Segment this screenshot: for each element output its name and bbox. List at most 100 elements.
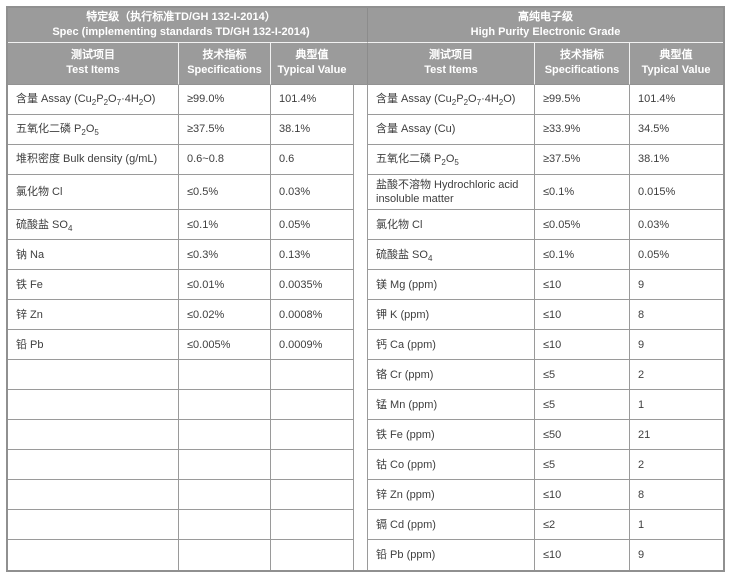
spec-cell: ≤0.1% — [535, 174, 630, 211]
typical-value-cell — [271, 360, 354, 391]
table-row: 铁 Fe (ppm) ≤50 21 — [8, 420, 724, 451]
typical-value-cell: 101.4% — [630, 84, 724, 115]
typical-value-cell — [271, 510, 354, 541]
spec-cell: ≥33.9% — [535, 114, 630, 145]
typical-value-cell: 0.03% — [630, 210, 724, 241]
test-item-cell: 铅 Pb (ppm) — [368, 540, 535, 571]
spec-cell: ≤10 — [535, 270, 630, 301]
table-row: 锰 Mn (ppm) ≤5 1 — [8, 390, 724, 421]
typical-value-cell: 9 — [630, 270, 724, 301]
test-item-cell: 硫酸盐 SO4 — [368, 240, 535, 271]
column-header-test-items: 测试项目 Test Items — [8, 42, 179, 85]
spec-cell: ≤2 — [535, 510, 630, 541]
spec-table: 特定级（执行标准TD/GH 132-I-2014） Spec (implemen… — [6, 6, 726, 572]
column-header-test-items: 测试项目 Test Items — [368, 42, 535, 85]
spec-cell — [179, 510, 271, 541]
test-item-cell: 铁 Fe — [8, 270, 179, 301]
section-divider — [354, 144, 368, 175]
typical-value-cell — [271, 450, 354, 481]
test-item-cell: 钠 Na — [8, 240, 179, 271]
section-divider — [354, 174, 368, 211]
table-row: 氯化物 Cl ≤0.5% 0.03% 盐酸不溶物 Hydrochloric acid … — [8, 174, 724, 211]
column-header-typical-value: 典型值 Typical Value — [271, 42, 354, 85]
test-item-cell: 锌 Zn — [8, 300, 179, 331]
section-title-zh: 高纯电子级 — [518, 11, 574, 23]
typical-value-cell: 1 — [630, 510, 724, 541]
test-item-cell — [8, 420, 179, 451]
spec-cell: ≤0.3% — [179, 240, 271, 271]
spec-cell — [179, 420, 271, 451]
test-item-cell: 含量 Assay (Cu) — [368, 114, 535, 145]
typical-value-cell: 21 — [630, 420, 724, 451]
section-title-spec-grade: 特定级（执行标准TD/GH 132-I-2014） Spec (implemen… — [8, 8, 354, 43]
typical-value-cell: 2 — [630, 360, 724, 391]
section-divider — [354, 540, 368, 571]
table-row: 硫酸盐 SO4 ≤0.1% 0.05% 氯化物 Cl ≤0.05% 0.03% — [8, 210, 724, 241]
test-item-cell: 钙 Ca (ppm) — [368, 330, 535, 361]
typical-value-cell: 0.05% — [630, 240, 724, 271]
spec-cell: ≤10 — [535, 540, 630, 571]
table-row: 铬 Cr (ppm) ≤5 2 — [8, 360, 724, 391]
spec-cell: ≤0.005% — [179, 330, 271, 361]
spec-cell: ≤10 — [535, 330, 630, 361]
typical-value-cell: 0.6 — [271, 144, 354, 175]
test-item-cell: 钴 Co (ppm) — [368, 450, 535, 481]
spec-cell: ≥37.5% — [179, 114, 271, 145]
spec-cell: ≤0.1% — [535, 240, 630, 271]
section-title-zh: 特定级（执行标准TD/GH 132-I-2014） — [86, 11, 276, 23]
test-item-cell — [8, 540, 179, 571]
section-divider — [354, 300, 368, 331]
test-item-cell — [8, 480, 179, 511]
spec-cell — [179, 540, 271, 571]
test-item-cell: 铅 Pb — [8, 330, 179, 361]
column-header-row: 测试项目 Test Items 技术指标 Specifications 典型值 … — [8, 42, 724, 85]
section-divider — [354, 360, 368, 391]
test-item-cell — [8, 390, 179, 421]
typical-value-cell — [271, 390, 354, 421]
section-divider — [354, 114, 368, 145]
typical-value-cell: 8 — [630, 480, 724, 511]
spec-cell: ≥37.5% — [535, 144, 630, 175]
spec-cell: ≤50 — [535, 420, 630, 451]
section-divider — [354, 42, 368, 85]
test-item-cell: 堆积密度 Bulk density (g/mL) — [8, 144, 179, 175]
spec-cell — [179, 390, 271, 421]
spec-cell: ≤5 — [535, 450, 630, 481]
test-item-cell: 铬 Cr (ppm) — [368, 360, 535, 391]
table-row: 锌 Zn ≤0.02% 0.0008% 钾 K (ppm) ≤10 8 — [8, 300, 724, 331]
typical-value-cell: 0.015% — [630, 174, 724, 211]
typical-value-cell — [271, 420, 354, 451]
section-divider — [354, 84, 368, 115]
test-item-cell: 氯化物 Cl — [368, 210, 535, 241]
typical-value-cell: 8 — [630, 300, 724, 331]
test-item-cell: 镉 Cd (ppm) — [368, 510, 535, 541]
table-row: 五氧化二磷 P2O5 ≥37.5% 38.1% 含量 Assay (Cu) ≥33.9%… — [8, 114, 724, 145]
test-item-cell — [8, 360, 179, 391]
column-header-typical-value: 典型值 Typical Value — [630, 42, 724, 85]
section-title-high-purity-grade: 高纯电子级 High Purity Electronic Grade — [368, 8, 724, 43]
spec-cell — [179, 450, 271, 481]
section-title-en: High Purity Electronic Grade — [470, 25, 621, 38]
section-divider — [354, 510, 368, 541]
column-header-specifications: 技术指标 Specifications — [179, 42, 271, 85]
column-header-specifications: 技术指标 Specifications — [535, 42, 630, 85]
typical-value-cell: 9 — [630, 540, 724, 571]
table-row: 铅 Pb ≤0.005% 0.0009% 钙 Ca (ppm) ≤10 9 — [8, 330, 724, 361]
table-row: 铁 Fe ≤0.01% 0.0035% 镁 Mg (ppm) ≤10 9 — [8, 270, 724, 301]
typical-value-cell: 9 — [630, 330, 724, 361]
test-item-cell: 含量 Assay (Cu2P2O7·4H2O) — [8, 84, 179, 115]
test-item-cell: 含量 Assay (Cu2P2O7·4H2O) — [368, 84, 535, 115]
spec-cell: ≤0.01% — [179, 270, 271, 301]
section-title-en: Spec (implementing standards TD/GH 132-I… — [52, 25, 310, 38]
test-item-cell: 镁 Mg (ppm) — [368, 270, 535, 301]
typical-value-cell — [271, 480, 354, 511]
test-item-cell: 锰 Mn (ppm) — [368, 390, 535, 421]
typical-value-cell: 0.0035% — [271, 270, 354, 301]
spec-cell: ≥99.0% — [179, 84, 271, 115]
typical-value-cell: 2 — [630, 450, 724, 481]
test-item-cell: 钾 K (ppm) — [368, 300, 535, 331]
typical-value-cell: 0.0008% — [271, 300, 354, 331]
spec-cell — [179, 360, 271, 391]
typical-value-cell: 34.5% — [630, 114, 724, 145]
typical-value-cell — [271, 540, 354, 571]
